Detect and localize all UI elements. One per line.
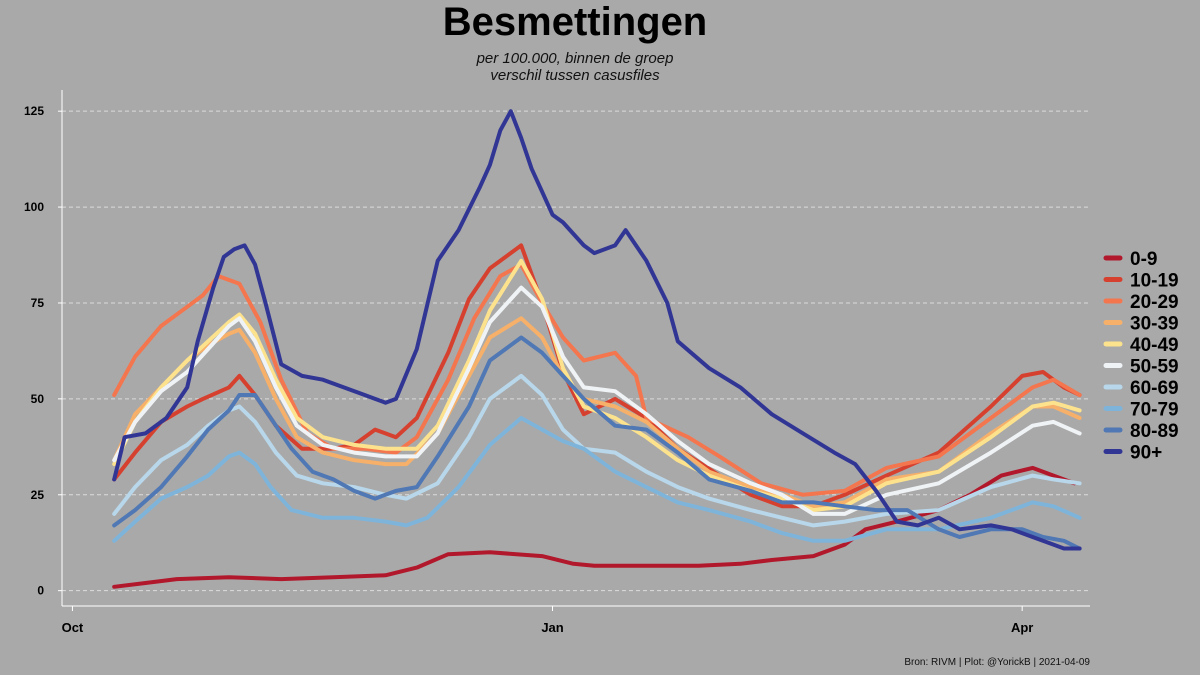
legend-label-0-9: 0-9 bbox=[1130, 249, 1157, 270]
y-tick-label-125: 125 bbox=[24, 104, 44, 118]
x-tick-label-jan: Jan bbox=[541, 620, 563, 635]
legend-label-60-69: 60-69 bbox=[1130, 378, 1179, 399]
y-tick-label-100: 100 bbox=[24, 200, 44, 214]
y-tick-label-25: 25 bbox=[31, 488, 45, 502]
legend-label-70-79: 70-79 bbox=[1130, 400, 1179, 421]
x-tick-label-apr: Apr bbox=[1011, 620, 1033, 635]
legend-label-50-59: 50-59 bbox=[1130, 357, 1179, 378]
series-line-90plus bbox=[112, 109, 1082, 551]
series-line-80-89 bbox=[112, 335, 1082, 551]
legend-label-80-89: 80-89 bbox=[1130, 421, 1179, 442]
y-tick-label-50: 50 bbox=[31, 392, 45, 406]
y-tick-label-0: 0 bbox=[37, 584, 44, 598]
series-line-40-49 bbox=[112, 258, 1082, 513]
chart-title: Besmettingen bbox=[442, 0, 708, 44]
source-caption: Bron: RIVM | Plot: @YorickB | 2021-04-09 bbox=[904, 657, 1090, 668]
y-tick-label-75: 75 bbox=[31, 296, 45, 310]
legend-label-10-19: 10-19 bbox=[1130, 271, 1179, 292]
chart-subtitle-line-1: per 100.000, binnen de groep bbox=[476, 50, 674, 67]
series-line-10-19 bbox=[112, 243, 1082, 509]
legend-label-20-29: 20-29 bbox=[1130, 292, 1179, 313]
series-line-60-69 bbox=[112, 373, 1082, 528]
legend-label-90plus: 90+ bbox=[1130, 443, 1162, 464]
legend-label-30-39: 30-39 bbox=[1130, 314, 1179, 335]
x-tick-label-oct: Oct bbox=[62, 620, 84, 635]
chart-subtitle-line-2: verschil tussen casusfiles bbox=[490, 67, 660, 84]
series-line-70-79 bbox=[112, 416, 1082, 543]
series-line-30-39 bbox=[112, 316, 1082, 509]
legend-label-40-49: 40-49 bbox=[1130, 335, 1179, 356]
